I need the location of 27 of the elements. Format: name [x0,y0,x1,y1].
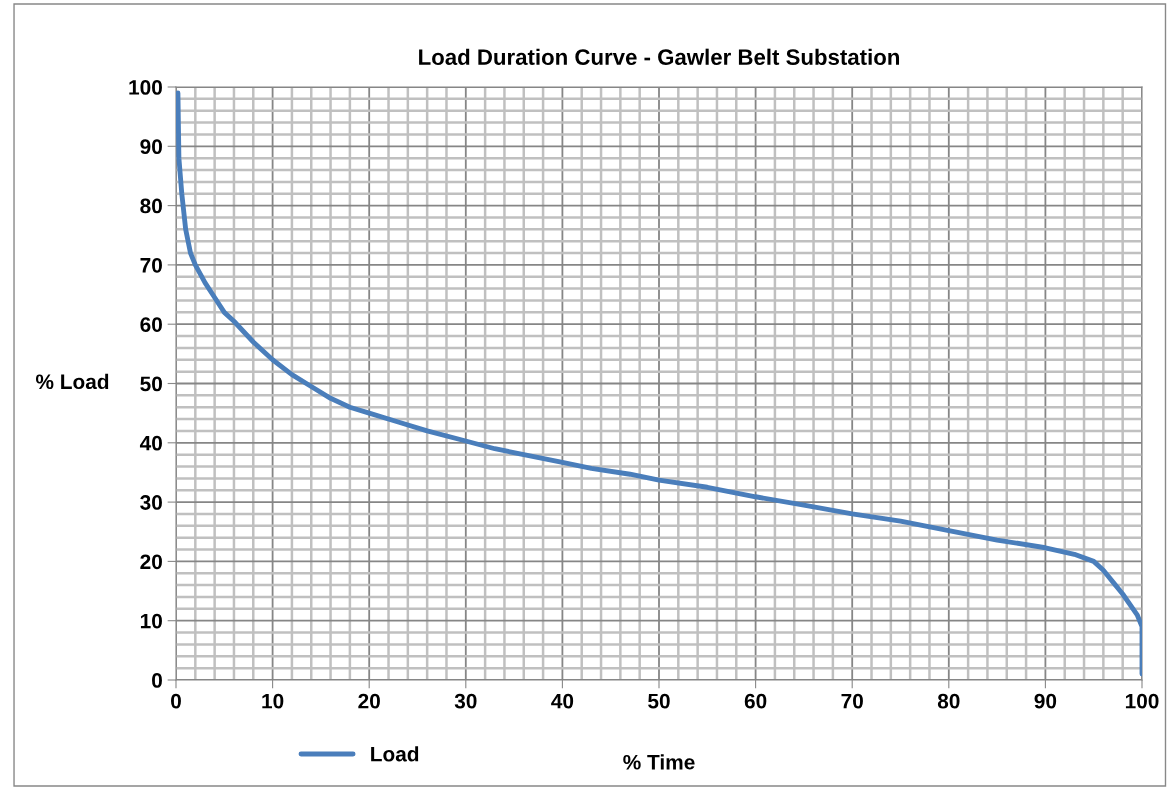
y-tick-label: 40 [139,435,162,451]
line-series [176,90,1142,677]
y-axis-title: % Load [35,373,109,390]
y-tick-label: 10 [140,613,162,629]
x-tick-label: 50 [648,693,670,709]
x-tick-label: 80 [937,693,960,709]
x-tick-label: 100 [1125,693,1159,709]
x-tick-label: 20 [358,693,380,709]
chart-title: Load Duration Curve - Gawler Belt Substation [419,48,900,65]
x-tick-label: 90 [1034,693,1057,709]
y-tick-label: 80 [140,198,162,214]
y-tick-label: 50 [140,376,162,392]
y-tick-label: 30 [140,495,162,510]
legend-label: Load [371,746,419,762]
x-tick-label: 10 [262,693,284,709]
y-tick-label: 60 [140,317,162,332]
y-tick-label: 20 [140,554,162,570]
x-tick-label: 0 [171,693,181,709]
x-tick-label: 30 [454,693,477,709]
y-tick-label: 0 [152,673,162,688]
x-tick-label: 60 [744,693,767,709]
x-tick-label: 40 [551,693,574,709]
y-tick-label: 90 [140,139,162,155]
y-tick-label: 70 [140,257,162,273]
x-tick-label: 70 [841,693,863,709]
y-tick-label: 100 [129,80,162,95]
x-axis-title: % Time [623,754,695,770]
